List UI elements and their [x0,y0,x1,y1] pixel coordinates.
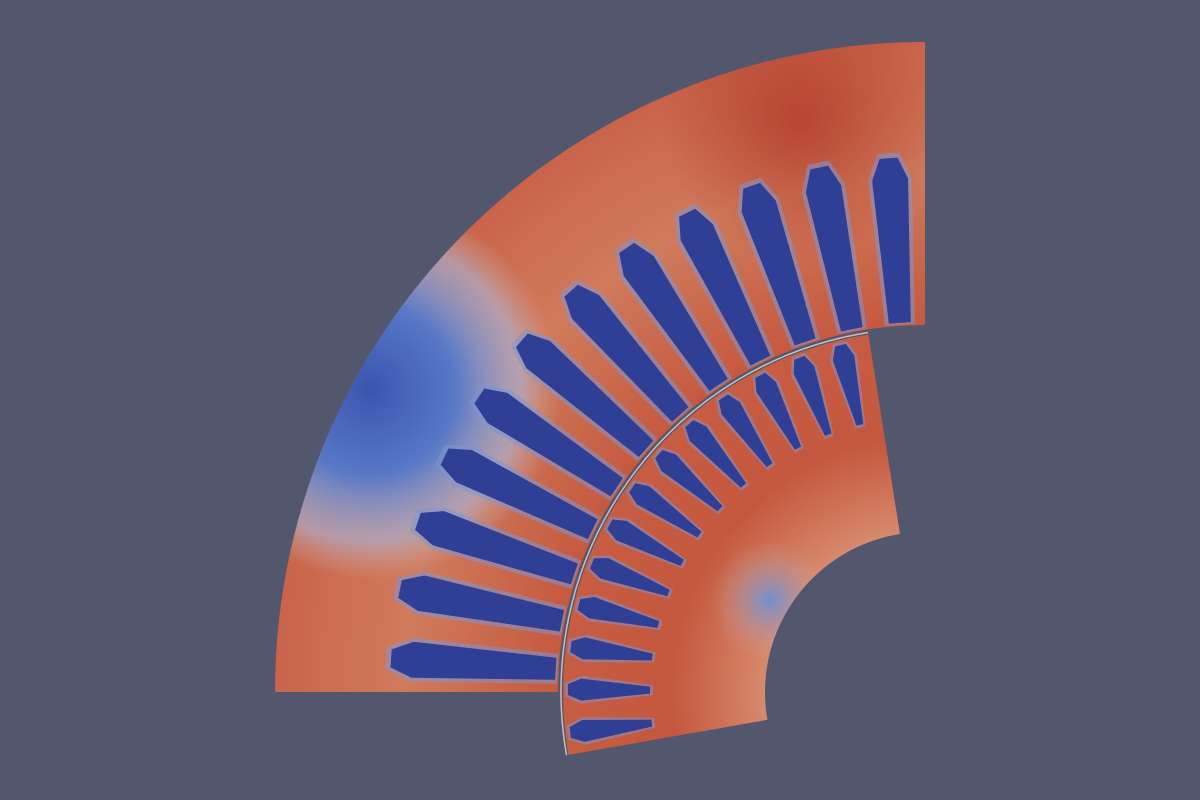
rotor-slot [607,519,684,566]
air-gap [560,331,869,756]
stator-slot [741,182,816,346]
stator-slot [440,448,598,540]
rotor-slot [589,557,670,597]
stator-slot [398,575,565,632]
rotor-slot [629,483,702,538]
rotor [560,331,900,756]
stator-slot [390,641,557,680]
stator-slot [415,511,578,585]
rotor-slot [685,420,747,488]
stator-slot [474,388,623,497]
rotor-slot [577,596,660,628]
stator-slot [679,208,771,366]
rotor-slot [755,372,802,450]
stator [275,42,925,692]
stator-slot [564,284,689,422]
rotor-slot [570,637,653,661]
stator-slot [619,242,728,392]
rotor-slot [718,394,773,468]
stator-slot [805,165,863,332]
stator-slot [515,333,654,458]
rotor-slot [569,719,653,742]
rotor-slot [832,343,864,426]
rotor-field-blue [562,334,900,755]
rotor-slot [793,355,832,436]
rotor-slot [655,449,723,512]
rotor-slot [567,678,651,701]
stator-slot [872,157,911,324]
